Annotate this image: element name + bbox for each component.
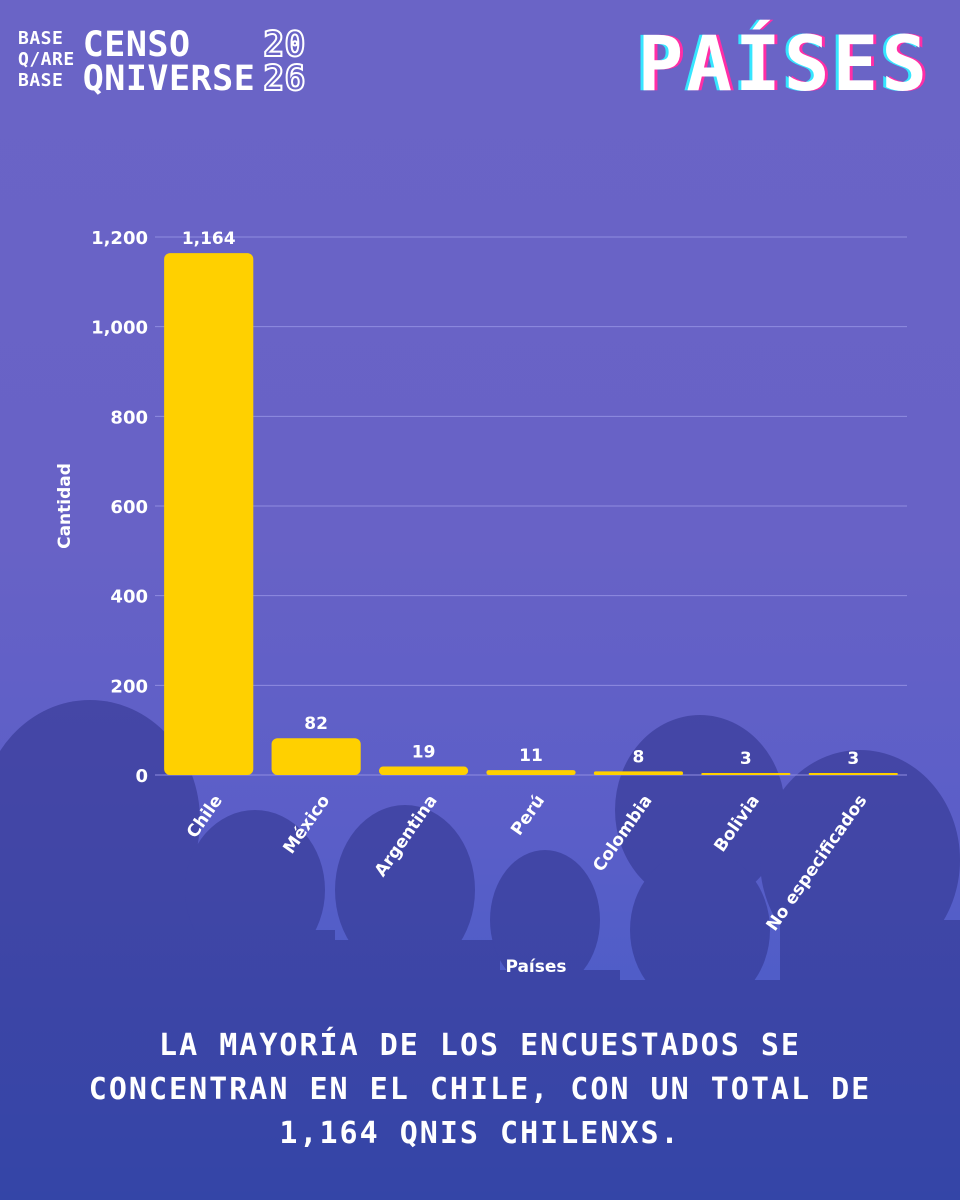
data-labels: 1,164 82 19 11 8 3 3 [182,229,859,769]
summary-caption: LA MAYORÍA DE LOS ENCUESTADOS SE CONCENT… [88,1028,872,1151]
bar-value-label: 3 [740,749,752,769]
x-tick-label: Colombia [589,791,656,875]
brand-year-line: 26 [262,59,306,99]
brand-year: 20 26 [262,25,306,99]
x-axis-label: Países [505,957,566,977]
y-tick-label: 600 [110,497,148,518]
bar [378,766,469,775]
y-tick-label: 400 [110,587,148,608]
brand-small-line: BASE [18,28,64,49]
x-tick-label: Chile [183,791,227,842]
brand-big-text: CENSO QNIVERSE [82,25,256,99]
x-tick-label: No especificados [763,791,872,935]
x-tick-label: México [279,791,334,857]
page-title: PAÍSES [637,19,930,108]
y-axis-label: Cantidad [55,463,75,549]
brand-small-line: BASE [18,70,64,91]
y-tick-label: 0 [135,766,148,787]
y-axis-ticks: 0 200 400 600 800 1,000 1,200 [91,228,148,787]
y-tick-label: 200 [110,676,148,697]
bar-value-label: 1,164 [182,229,236,249]
bar [164,253,254,775]
bar-value-label: 82 [304,714,328,734]
bar-value-label: 11 [519,746,543,766]
brand-big-line: QNIVERSE [82,59,256,99]
bar [808,773,898,775]
y-tick-label: 1,000 [91,318,148,339]
brand-big-line: CENSO [82,25,191,65]
brand-small-text: BASE Q/ARE BASE [18,28,75,91]
bars [164,253,898,775]
bar [486,770,576,775]
x-tick-label: Perú [507,791,549,839]
grid-lines [155,236,907,776]
brand-small-line: Q/ARE [18,49,75,70]
background-photo [0,700,960,1200]
bar-value-label: 3 [847,749,859,769]
x-tick-label: Bolivia [710,791,763,855]
x-axis-ticks: Chile México Argentina Perú Colombia BoliviaN… [183,791,871,935]
bar [593,771,684,775]
brand-logo: BASE Q/ARE BASE CENSO QNIVERSE 20 26 [18,25,306,99]
bar-value-label: 8 [633,747,645,767]
x-tick-label: Argentina [371,791,442,880]
bar [271,738,361,775]
bar [701,773,791,775]
bar-chart: 0 200 400 600 800 1,000 1,200 1,164 82 19 11 8 3 3 C… [55,228,907,977]
y-tick-label: 1,200 [91,228,148,249]
brand-year-line: 20 [262,25,306,65]
y-tick-label: 800 [110,407,148,428]
bar-value-label: 19 [412,742,436,762]
